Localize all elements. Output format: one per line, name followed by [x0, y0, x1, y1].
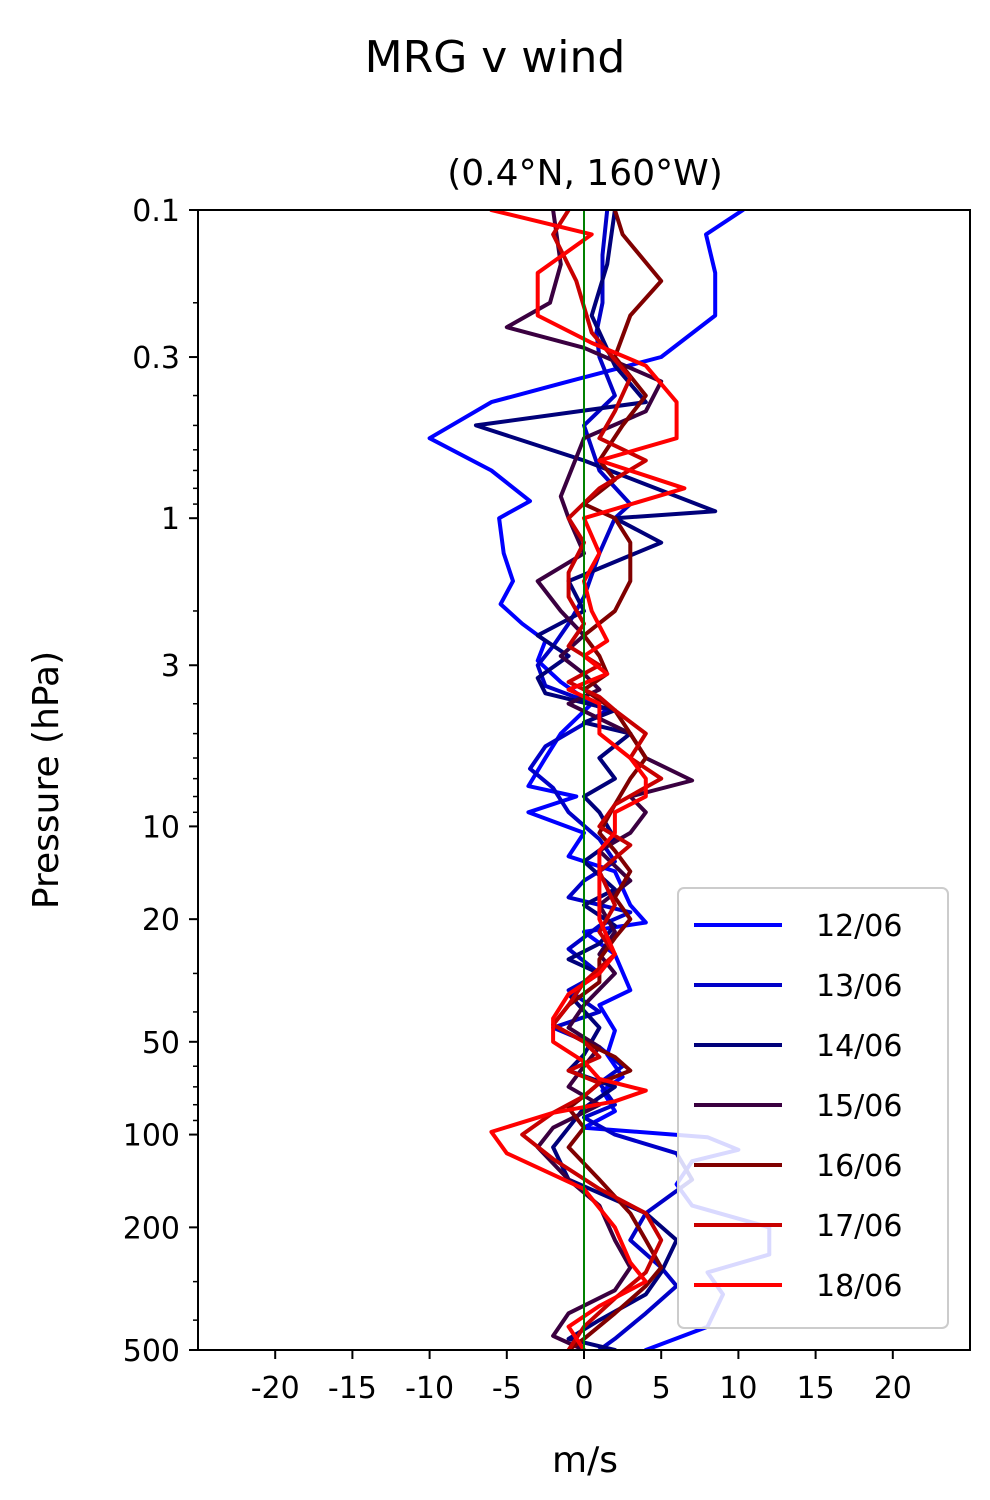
legend-label: 16/06	[816, 1149, 902, 1184]
x-tick-label: -15	[328, 1371, 377, 1406]
chart-subtitle: (0.4°N, 160°W)	[447, 153, 722, 194]
chart-title: MRG v wind	[365, 32, 626, 83]
y-axis-label: Pressure (hPa)	[26, 651, 67, 909]
x-tick-label: 5	[652, 1371, 671, 1406]
y-tick-label: 200	[123, 1211, 180, 1246]
legend-label: 17/06	[816, 1209, 902, 1244]
series-line-15-06	[504, 210, 695, 1350]
y-tick-label: 3	[161, 649, 180, 684]
y-tick-label: 50	[142, 1026, 180, 1061]
y-tick-label: 500	[123, 1334, 180, 1369]
x-tick-label: -20	[251, 1371, 300, 1406]
y-tick-label: 20	[142, 903, 180, 938]
x-tick-label: 0	[574, 1371, 593, 1406]
legend-label: 13/06	[816, 969, 902, 1004]
legend-label: 18/06	[816, 1269, 902, 1304]
series-line-14-06	[473, 210, 718, 1350]
x-tick-label: -10	[405, 1371, 454, 1406]
legend-box	[677, 887, 949, 1329]
y-tick-label: 0.3	[132, 341, 180, 376]
y-tick-label: 1	[161, 502, 180, 537]
series-group	[427, 210, 772, 1350]
x-axis-label: m/s	[552, 1440, 618, 1481]
x-tick-label: 10	[719, 1371, 757, 1406]
legend-label: 15/06	[816, 1089, 902, 1124]
y-tick-label: 10	[142, 810, 180, 845]
legend-label: 12/06	[816, 909, 902, 944]
series-line-18-06	[489, 210, 687, 1350]
y-tick-label: 0.1	[132, 194, 180, 229]
x-tick-label: 20	[874, 1371, 912, 1406]
y-tick-label: 100	[123, 1119, 180, 1154]
plot-area: -20 -15 -10 -5 0 5 10 15 20 0.1 0.3 1 3 10 20 50 100 200 5…	[123, 194, 971, 1406]
x-tick-label: -5	[492, 1371, 522, 1406]
legend: 12/06 13/06 14/06 15/06 16/06 17/06 18/06	[677, 887, 949, 1329]
x-tick-label: 15	[797, 1371, 835, 1406]
legend-label: 14/06	[816, 1029, 902, 1064]
series-line-17-06	[520, 210, 664, 1350]
